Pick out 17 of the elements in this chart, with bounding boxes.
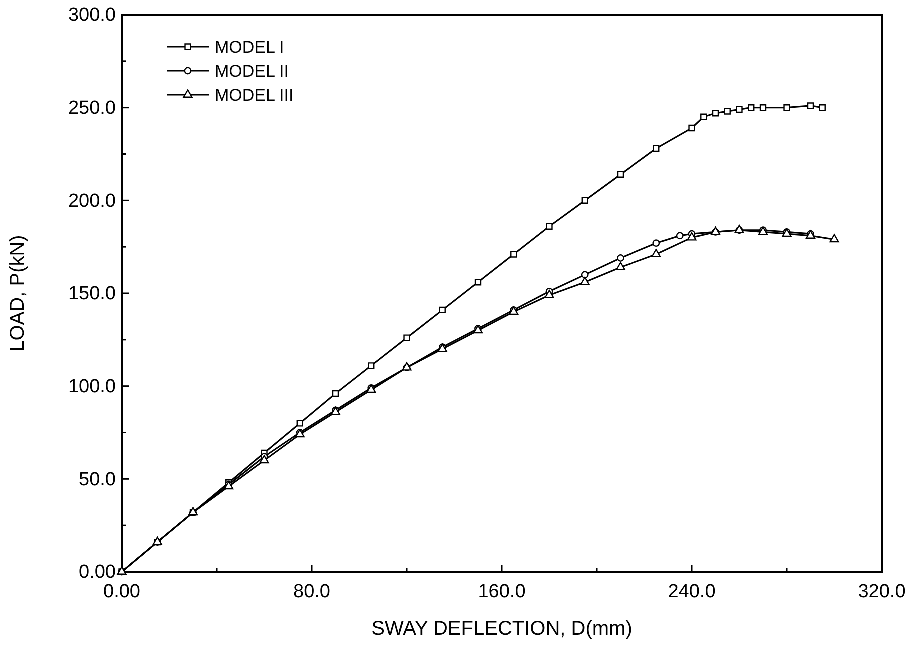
x-tick-label: 0.00 bbox=[104, 581, 140, 602]
x-tick-label: 160.0 bbox=[478, 581, 526, 602]
x-tick-label: 240.0 bbox=[668, 581, 716, 602]
legend-label: MODEL III bbox=[215, 86, 294, 105]
y-tick-label: 300.0 bbox=[68, 5, 116, 26]
y-tick-label: 150.0 bbox=[68, 284, 116, 305]
y-tick-label: 0.00 bbox=[79, 562, 116, 584]
x-axis-title: SWAY DEFLECTION, D(mm) bbox=[372, 618, 632, 640]
y-tick-label: 200.0 bbox=[68, 190, 116, 212]
x-tick-label: 80.0 bbox=[294, 581, 330, 602]
y-tick-label: 100.0 bbox=[68, 376, 116, 398]
legend-label: MODEL II bbox=[215, 62, 289, 81]
y-tick-label: 50.0 bbox=[79, 469, 116, 490]
y-tick-label: 250.0 bbox=[68, 98, 116, 119]
y-axis-title: LOAD, P(kN) bbox=[7, 235, 29, 352]
x-tick-label: 320.0 bbox=[858, 581, 905, 602]
legend-label: MODEL I bbox=[215, 38, 284, 57]
